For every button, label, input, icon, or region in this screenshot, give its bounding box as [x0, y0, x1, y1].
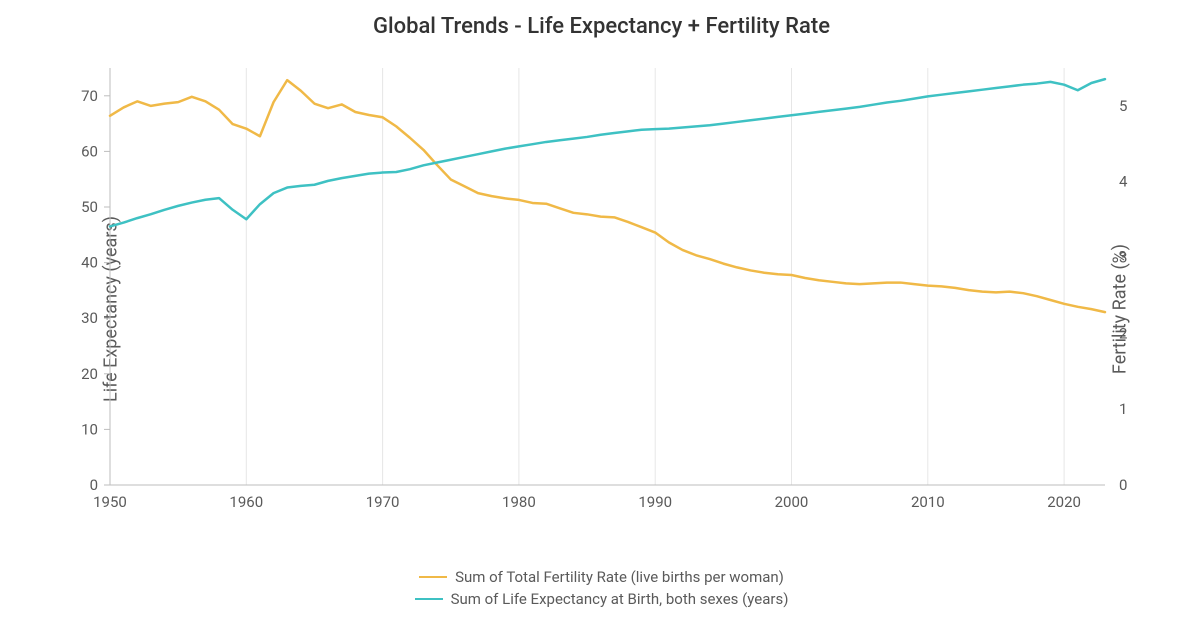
svg-text:1: 1: [1119, 400, 1127, 418]
legend-swatch-life-expectancy: [415, 598, 443, 600]
svg-text:0: 0: [90, 476, 98, 494]
svg-text:2020: 2020: [1047, 493, 1081, 511]
svg-text:1950: 1950: [93, 493, 127, 511]
chart-legend: Sum of Total Fertility Rate (live births…: [0, 568, 1203, 608]
legend-label-life-expectancy: Sum of Life Expectancy at Birth, both se…: [451, 590, 789, 608]
legend-item-fertility: Sum of Total Fertility Rate (live births…: [419, 568, 784, 586]
chart-container: Global Trends - Life Expectancy + Fertil…: [0, 0, 1203, 618]
chart-plot-area: 1950196019701980199020002010202001020304…: [0, 0, 1203, 618]
svg-text:3: 3: [1119, 249, 1127, 267]
svg-text:1980: 1980: [502, 493, 536, 511]
legend-label-fertility: Sum of Total Fertility Rate (live births…: [455, 568, 784, 586]
svg-text:60: 60: [81, 142, 98, 160]
legend-swatch-fertility: [419, 576, 447, 578]
svg-text:1970: 1970: [366, 493, 400, 511]
legend-item-life-expectancy: Sum of Life Expectancy at Birth, both se…: [415, 590, 789, 608]
svg-text:50: 50: [81, 198, 98, 216]
svg-text:70: 70: [81, 87, 98, 105]
svg-text:2010: 2010: [911, 493, 945, 511]
svg-text:1960: 1960: [229, 493, 263, 511]
svg-text:30: 30: [81, 309, 98, 327]
svg-text:5: 5: [1119, 97, 1127, 115]
svg-text:40: 40: [81, 254, 98, 272]
svg-text:20: 20: [81, 365, 98, 383]
svg-text:2: 2: [1119, 324, 1127, 342]
svg-text:2000: 2000: [775, 493, 809, 511]
svg-text:10: 10: [81, 420, 98, 438]
svg-text:4: 4: [1119, 173, 1128, 191]
svg-text:1990: 1990: [638, 493, 672, 511]
svg-text:0: 0: [1119, 476, 1127, 494]
